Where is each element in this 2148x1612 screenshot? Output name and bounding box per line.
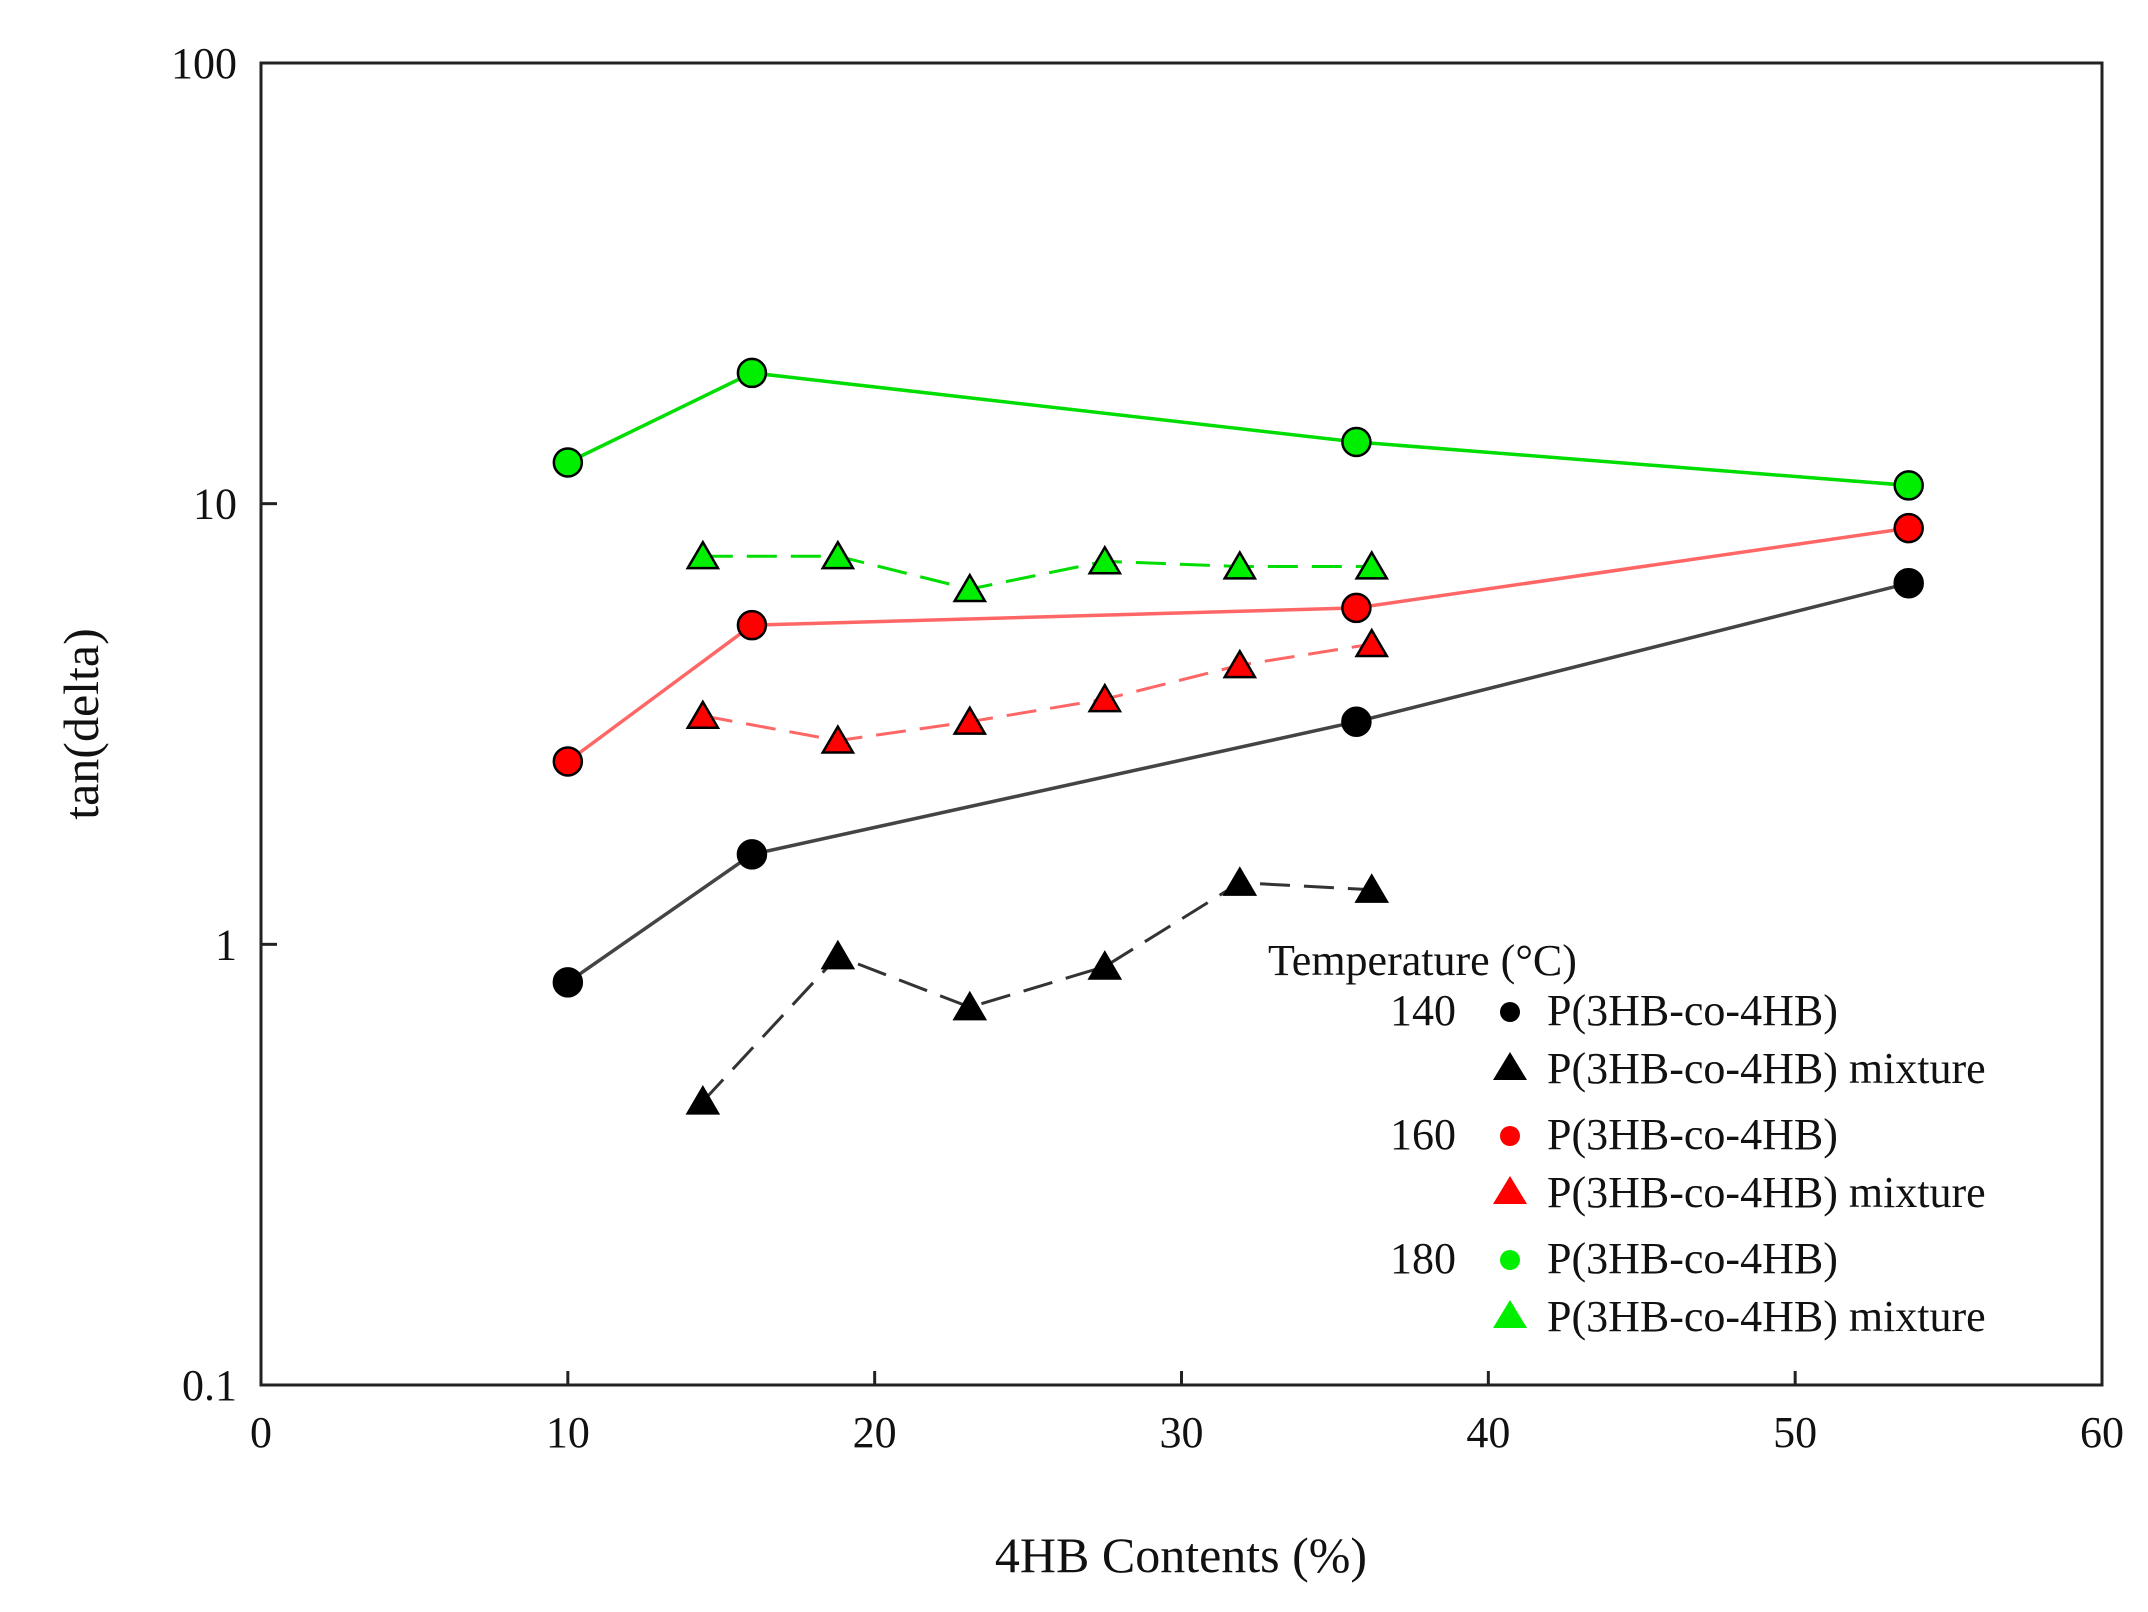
data-point-triangle bbox=[1354, 550, 1390, 580]
data-point-circle bbox=[1341, 706, 1372, 737]
data-point-triangle bbox=[1222, 648, 1258, 679]
data-point-triangle bbox=[952, 990, 988, 1021]
legend-label-140-copolymer: P(3HB-co-4HB) bbox=[1547, 986, 1838, 1035]
data-point-triangle bbox=[1354, 627, 1390, 658]
legend-temp-180: 180 bbox=[1390, 1234, 1456, 1283]
x-tick-label: 10 bbox=[546, 1408, 590, 1457]
data-point-circle bbox=[736, 839, 768, 870]
legend-marker-180-circle bbox=[1500, 1250, 1520, 1270]
data-point-circle bbox=[736, 357, 768, 389]
data-point-circle bbox=[1893, 567, 1924, 599]
data-point-circle bbox=[1893, 470, 1924, 501]
data-point-triangle bbox=[685, 699, 721, 729]
series-line bbox=[567, 371, 1909, 488]
legend: Temperature (°C) 140 P(3HB-co-4HB) P(3HB… bbox=[1268, 936, 1986, 1341]
legend-label-160-copolymer: P(3HB-co-4HB) bbox=[1547, 1110, 1838, 1159]
data-point-triangle bbox=[1087, 950, 1123, 980]
x-tick-label: 60 bbox=[2080, 1408, 2124, 1457]
data-point-triangle bbox=[820, 724, 856, 754]
data-point-circle bbox=[1893, 512, 1924, 544]
data-point-triangle bbox=[952, 705, 988, 735]
data-point-circle bbox=[736, 609, 768, 641]
y-tick-label: 10 bbox=[193, 480, 237, 529]
y-tick-label: 1 bbox=[215, 920, 237, 969]
legend-label-180-copolymer: P(3HB-co-4HB) bbox=[1547, 1234, 1838, 1283]
series-2 bbox=[552, 512, 1924, 777]
series-line bbox=[566, 526, 1909, 763]
data-point-triangle bbox=[820, 539, 856, 570]
data-point-triangle bbox=[1222, 550, 1258, 580]
legend-label-160-mixture: P(3HB-co-4HB) mixture bbox=[1547, 1168, 1986, 1217]
data-point-circle bbox=[1341, 426, 1372, 458]
x-tick-label: 30 bbox=[1160, 1408, 1204, 1457]
legend-marker-180-triangle bbox=[1493, 1300, 1527, 1328]
legend-title: Temperature (°C) bbox=[1268, 936, 1577, 985]
data-point-triangle bbox=[820, 939, 856, 970]
data-point-triangle bbox=[1087, 682, 1123, 713]
legend-marker-160-circle bbox=[1500, 1126, 1520, 1146]
series-line bbox=[701, 881, 1372, 1103]
y-tick-label: 100 bbox=[171, 39, 237, 88]
legend-label-180-mixture: P(3HB-co-4HB) mixture bbox=[1547, 1292, 1986, 1341]
series-3 bbox=[685, 627, 1390, 754]
data-point-triangle bbox=[685, 539, 721, 570]
series-line bbox=[566, 581, 1910, 984]
legend-temp-160: 160 bbox=[1390, 1110, 1456, 1159]
data-point-circle bbox=[552, 447, 584, 478]
series-line bbox=[702, 554, 1372, 591]
x-tick-label: 20 bbox=[853, 1408, 897, 1457]
x-tick-label: 40 bbox=[1466, 1408, 1510, 1457]
series-0 bbox=[552, 567, 1924, 998]
legend-temp-140: 140 bbox=[1390, 986, 1456, 1035]
data-series bbox=[552, 357, 1924, 1115]
data-point-triangle bbox=[1222, 866, 1258, 896]
x-tick-label: 0 bbox=[250, 1408, 272, 1457]
axis-ticks: 0 10 20 30 40 50 60 0.1 1 10 100 bbox=[171, 39, 2124, 1457]
series-line bbox=[702, 642, 1372, 743]
data-point-triangle bbox=[1087, 544, 1123, 575]
y-axis-title: tan(delta) bbox=[53, 628, 109, 820]
legend-marker-140-circle bbox=[1500, 1002, 1520, 1022]
data-point-triangle bbox=[1354, 873, 1390, 903]
data-point-circle bbox=[552, 746, 584, 777]
data-point-triangle bbox=[685, 1084, 721, 1115]
x-tick-label: 50 bbox=[1773, 1408, 1817, 1457]
legend-label-140-mixture: P(3HB-co-4HB) mixture bbox=[1547, 1044, 1986, 1093]
data-point-circle bbox=[1341, 592, 1372, 624]
data-point-circle bbox=[552, 967, 584, 998]
x-axis-title: 4HB Contents (%) bbox=[995, 1527, 1367, 1583]
series-1 bbox=[685, 866, 1390, 1115]
legend-marker-140-triangle bbox=[1493, 1052, 1527, 1080]
series-5 bbox=[685, 539, 1390, 603]
y-tick-label: 0.1 bbox=[182, 1361, 237, 1410]
data-point-triangle bbox=[952, 572, 988, 603]
series-4 bbox=[552, 357, 1924, 501]
legend-marker-160-triangle bbox=[1493, 1176, 1527, 1204]
